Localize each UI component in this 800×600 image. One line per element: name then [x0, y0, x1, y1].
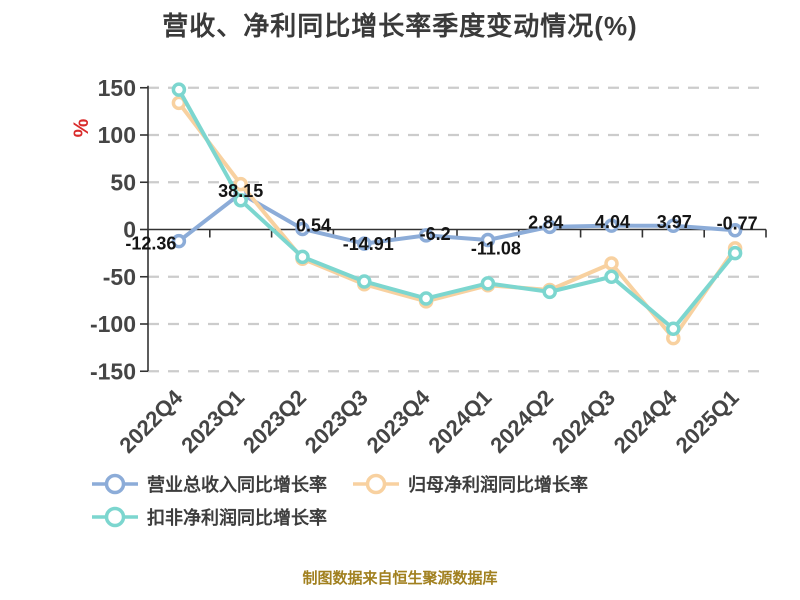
plot-svg[interactable]: 150 100 50 0 -50 -100 -150% -12.36 38.15 0.54 -14.… — [0, 0, 800, 468]
legend-row: 扣非净利润同比增长率 — [92, 503, 772, 531]
data-point-marker[interactable] — [727, 245, 743, 261]
y-axis: 150 100 50 0 -50 -100 -150% — [70, 75, 149, 384]
chart-legend: 营业总收入同比增长率 归母净利润同比增长率扣非净利润同比增长率 — [92, 470, 772, 536]
series-2 — [171, 82, 743, 336]
data-point-marker[interactable] — [480, 276, 496, 291]
data-point-marker[interactable] — [542, 219, 557, 235]
x-tick-label: 2023Q2 — [238, 385, 311, 458]
gridlines — [148, 86, 766, 373]
x-tick-label: 2023Q3 — [300, 385, 373, 458]
y-tick-label: 0 — [123, 217, 136, 243]
data-label: -0.77 — [717, 214, 758, 234]
data-label: 0.54 — [296, 215, 331, 235]
data-labels: -12.36 38.15 0.54 -14.91 -6.2 -11.08 2.84 4.04 3… — [125, 181, 757, 259]
data-label: -6.2 — [420, 224, 451, 244]
data-point-marker[interactable] — [666, 218, 681, 233]
legend-item-series-1[interactable]: 归母净利润同比增长率 — [353, 470, 588, 498]
y-tick-label: -50 — [103, 264, 136, 290]
legend-label: 营业总收入同比增长率 — [147, 475, 327, 495]
data-point-marker[interactable] — [727, 222, 743, 238]
x-tick-label: 2024Q4 — [609, 384, 683, 458]
data-point-marker[interactable] — [233, 192, 248, 208]
legend-label: 归母净利润同比增长率 — [408, 475, 588, 495]
x-tick-label: 2022Q4 — [114, 384, 188, 458]
data-label: -14.91 — [343, 234, 394, 254]
chart-title: 营收、净利同比增长率季度变动情况(%) — [162, 11, 638, 41]
x-axis — [147, 228, 767, 238]
y-tick-label: -150 — [90, 358, 136, 384]
data-point-marker[interactable] — [542, 284, 557, 300]
data-label: -12.36 — [125, 234, 176, 254]
data-point-marker[interactable] — [604, 218, 619, 233]
data-point-marker[interactable] — [171, 82, 187, 97]
legend-marker-icon — [353, 473, 399, 495]
x-tick-labels: 2022Q42023Q12023Q22023Q32023Q42024Q12024… — [114, 384, 743, 458]
x-tick-label: 2024Q1 — [423, 385, 496, 458]
x-tick-label: 2023Q1 — [176, 385, 249, 458]
data-source-note: 制图数据来自恒生聚源数据库 — [302, 570, 498, 587]
y-tick-label: 50 — [110, 169, 136, 195]
data-point-marker[interactable] — [357, 236, 372, 251]
legend-marker-icon — [92, 473, 138, 495]
data-point-marker[interactable] — [480, 232, 496, 248]
data-point-marker[interactable] — [357, 274, 372, 289]
series-line — [176, 87, 738, 331]
data-point-marker[interactable] — [418, 291, 434, 306]
x-tick-label: 2025Q1 — [671, 385, 744, 458]
series-line — [176, 191, 738, 246]
data-label: 2.84 — [528, 212, 563, 232]
data-label: -11.08 — [471, 238, 521, 258]
x-tick-label: 2023Q4 — [362, 384, 436, 458]
data-label: 38.15 — [218, 181, 263, 201]
data-point-marker[interactable] — [295, 249, 310, 265]
data-point-marker[interactable] — [604, 256, 619, 271]
legend-marker-icon — [92, 506, 138, 528]
data-label: 3.97 — [657, 212, 692, 232]
y-tick-label: 100 — [98, 122, 136, 148]
legend-item-series-2[interactable]: 扣非净利润同比增长率 — [92, 503, 327, 531]
data-point-marker[interactable] — [418, 228, 434, 243]
y-axis-unit-label: % — [70, 118, 93, 137]
series-0 — [171, 186, 743, 251]
legend-label: 扣非净利润同比增长率 — [147, 508, 327, 528]
data-point-marker[interactable] — [295, 221, 310, 237]
data-point-marker[interactable] — [604, 269, 619, 284]
data-point-marker[interactable] — [171, 233, 187, 249]
data-label: 4.04 — [595, 212, 630, 232]
data-point-marker[interactable] — [666, 321, 681, 336]
x-tick-label: 2024Q2 — [485, 385, 558, 458]
y-tick-label: -100 — [90, 311, 136, 337]
y-tick-label: 150 — [98, 75, 136, 101]
legend-item-series-0[interactable]: 营业总收入同比增长率 — [92, 470, 327, 498]
data-point-marker[interactable] — [233, 176, 248, 192]
x-tick-label: 2024Q3 — [547, 385, 620, 458]
legend-row: 营业总收入同比增长率 归母净利润同比增长率 — [92, 470, 772, 498]
